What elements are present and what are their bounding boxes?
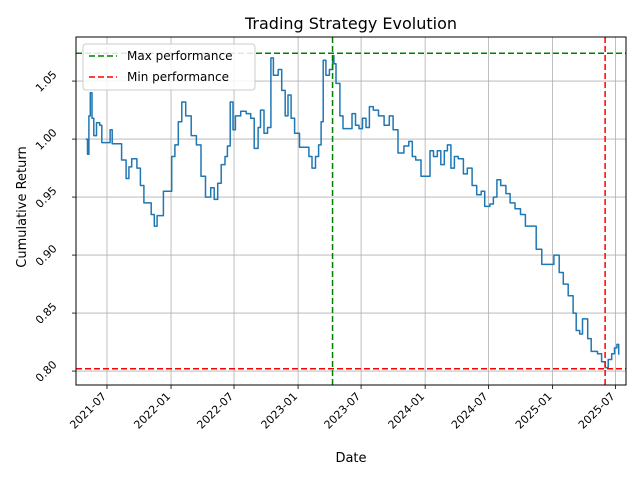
legend-label-min: Min performance <box>127 70 229 84</box>
x-axis-label: Date <box>335 451 366 466</box>
plot-frame <box>75 36 627 386</box>
plot-area <box>75 36 627 386</box>
y-axis-label: Cumulative Return <box>15 146 30 267</box>
chart-title: Trading Strategy Evolution <box>244 14 457 33</box>
legend-label-max: Max performance <box>127 49 232 63</box>
legend: Max performance Min performance <box>82 43 256 91</box>
grid <box>76 37 626 385</box>
legend-box <box>82 43 256 91</box>
